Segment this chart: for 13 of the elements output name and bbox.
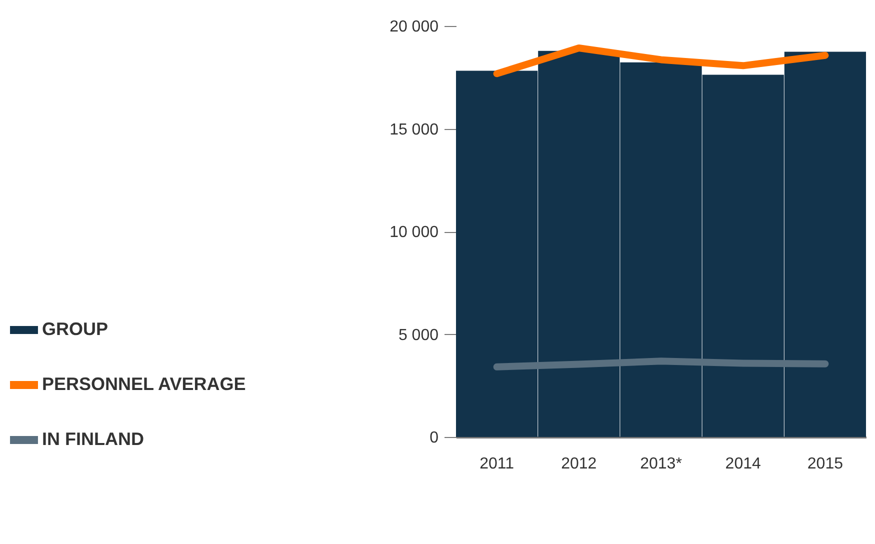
- x-tick-label: 2012: [561, 456, 597, 472]
- x-tick-label: 2011: [480, 456, 514, 472]
- y-tick-label: 20 000: [390, 18, 439, 36]
- y-tick-label: 15 000: [390, 121, 439, 138]
- legend-label: GROUP: [42, 319, 108, 339]
- y-tick-label: 5 000: [398, 326, 439, 344]
- x-tick-label: 2015: [807, 456, 844, 472]
- x-tick-label: 2013*: [640, 456, 682, 472]
- legend-label: IN FINLAND: [42, 429, 144, 449]
- x-tick-label: 2014: [725, 456, 761, 472]
- legend-label: PERSONNEL AVERAGE: [42, 374, 246, 394]
- y-tick-label: 0: [430, 430, 439, 446]
- y-tick-label: 10 000: [390, 224, 439, 241]
